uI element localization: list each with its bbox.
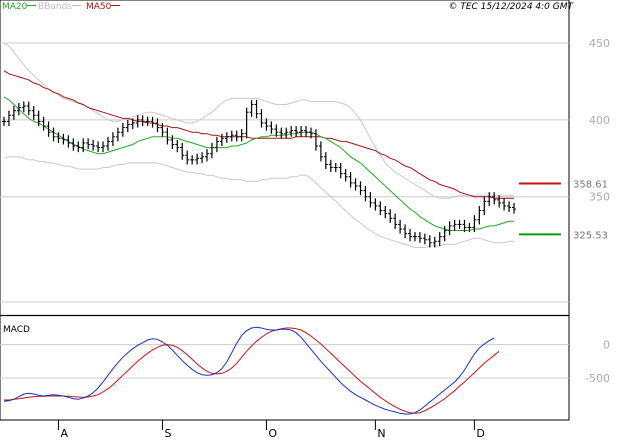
x-tick-label: N [377, 427, 385, 440]
macd-lines [3, 326, 500, 415]
x-tick-label: D [476, 427, 484, 440]
bband-lower-line [3, 156, 514, 248]
price-y-tick-label: 450 [589, 37, 610, 50]
legend-ma50-label: MA50 [86, 2, 112, 12]
macd-y-tick-label: -500 [585, 372, 610, 385]
copyright-text: © TEC 15/12/2024 4:0 GMT [448, 2, 574, 12]
macd-line [3, 326, 495, 415]
macd-title: MACD [3, 325, 30, 335]
legend-ma20-label: MA20 [2, 2, 28, 12]
price-bars [2, 99, 516, 248]
chart-frame [0, 0, 570, 421]
x-tick-label: A [60, 427, 68, 440]
price-y-tick-label: 350 [589, 191, 610, 204]
x-tick-label: O [268, 427, 277, 440]
macd-grid [0, 344, 569, 379]
ma-layer [3, 70, 514, 231]
price-levels: 358.61 325.53 [519, 180, 608, 241]
x-tick-label: S [164, 427, 171, 440]
y-axis-labels: 350 400 450 0 -500 [585, 37, 610, 385]
support-level-label: 325.53 [573, 230, 608, 241]
macd-y-tick-label: 0 [603, 339, 610, 352]
ma20-line [3, 96, 514, 231]
ma50-line [3, 70, 514, 199]
resistance-level-label: 358.61 [573, 180, 608, 191]
legend-bbands-label: BBands [38, 2, 72, 12]
price-y-tick-label: 400 [589, 114, 610, 127]
